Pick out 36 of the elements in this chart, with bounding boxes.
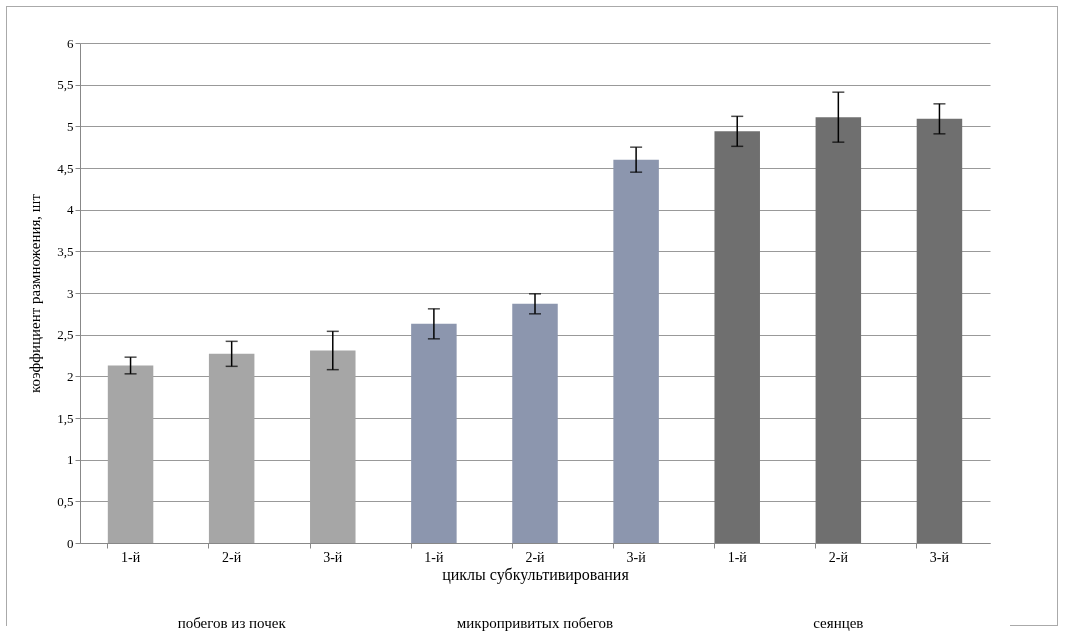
bar — [411, 323, 457, 543]
x-tick-label: 3-й — [626, 549, 647, 565]
text: побегов из почек — [177, 615, 287, 631]
bar — [815, 117, 862, 543]
bar — [613, 159, 659, 543]
text: микропривитых побегов — [456, 615, 614, 631]
y-tick-label: 1,5 — [57, 410, 74, 426]
x-tick-label: 3-й — [323, 549, 343, 565]
y-tick-label: 1 — [67, 452, 74, 468]
y-tick-label: 5 — [67, 118, 74, 134]
y-tick-label: 0 — [67, 535, 74, 551]
y-axis-title: коэффициент размножения, шт — [27, 193, 44, 393]
x-tick-label: 2-й — [828, 549, 849, 565]
bar — [512, 303, 558, 543]
y-tick-label: 4 — [67, 202, 74, 218]
text: сеянцев — [813, 615, 864, 631]
bar — [107, 365, 154, 543]
x-tick-label: 1-й — [727, 549, 748, 565]
bar — [714, 131, 760, 543]
x-tick-label: 2-й — [222, 549, 242, 565]
y-tick-label: 0,5 — [57, 493, 74, 509]
y-tick-label: 5,5 — [57, 77, 74, 93]
bar — [310, 350, 356, 543]
bar — [208, 353, 255, 543]
x-tick-label: 3-й — [929, 549, 950, 565]
y-tick-label: 6 — [67, 35, 74, 51]
x-tick-label: 1-й — [120, 549, 141, 565]
y-tick-label: 4,5 — [57, 160, 74, 176]
y-tick-label: 2 — [67, 368, 74, 384]
x-tick-label: 2-й — [525, 549, 546, 565]
x-tick-label: 1-й — [424, 549, 444, 565]
y-tick-label: 2,5 — [57, 327, 74, 343]
x-axis-title: циклы субкультивирования — [442, 565, 630, 584]
y-tick-label: 3 — [67, 285, 74, 301]
y-tick-label: 3,5 — [57, 243, 74, 259]
bar — [916, 118, 963, 543]
